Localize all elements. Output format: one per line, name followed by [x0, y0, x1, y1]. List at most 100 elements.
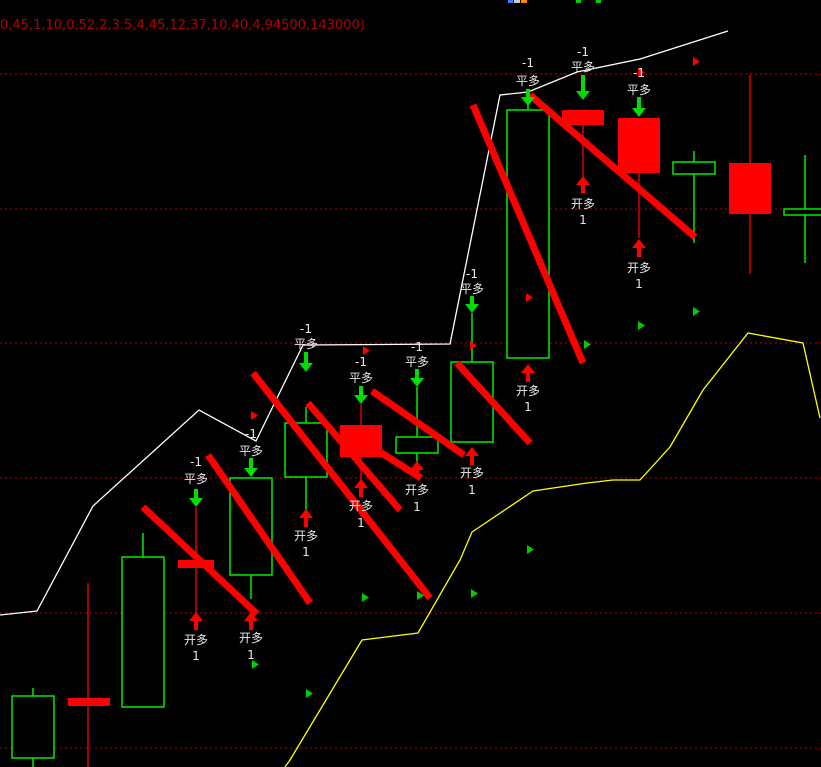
up-candle-body: [672, 161, 716, 175]
red-marker-icon: [363, 346, 370, 355]
open-long-label: 开多: [239, 631, 263, 645]
open-long-count-label: 1: [579, 213, 587, 227]
green-marker-icon: [693, 307, 700, 316]
open-long-arrow-shaft: [415, 469, 419, 478]
down-arrow-icon: [354, 395, 368, 404]
down-candle-bar-body: [68, 698, 110, 706]
down-candle-body: [618, 118, 660, 173]
open-long-count-label: 1: [192, 649, 200, 663]
down-candle-body: [562, 110, 604, 125]
open-long-label: 开多: [627, 261, 651, 275]
trend-segment: [250, 370, 433, 601]
red-marker-icon: [693, 57, 700, 66]
green-marker-icon: [362, 593, 369, 602]
up-arrow-icon: [189, 612, 203, 621]
open-long-count-label: 1: [302, 545, 310, 559]
trend-segment: [454, 360, 533, 446]
down-arrow-icon: [244, 468, 258, 477]
close-long-count-label: -1: [522, 56, 534, 70]
up-candle-body: [284, 422, 328, 478]
open-long-label: 开多: [184, 633, 208, 647]
up-arrow-icon: [244, 612, 258, 621]
open-long-arrow-shaft: [581, 184, 585, 193]
close-long-label: 平多: [571, 60, 595, 74]
green-marker-icon: [417, 591, 424, 600]
red-marker-icon: [470, 341, 477, 350]
up-arrow-icon: [521, 364, 535, 373]
close-long-count-label: -1: [245, 427, 257, 441]
up-candle-body: [121, 556, 165, 708]
close-long-label: 平多: [349, 371, 373, 385]
green-marker-icon: [306, 689, 313, 698]
open-long-label: 开多: [571, 197, 595, 211]
close-long-arrow-shaft: [470, 296, 474, 305]
open-long-count-label: 1: [357, 516, 365, 530]
toolbar-icon-fragment: [576, 0, 581, 3]
open-long-arrow-shaft: [304, 517, 308, 527]
down-arrow-icon: [632, 108, 646, 117]
lower-channel-line: [284, 332, 821, 767]
green-marker-icon: [638, 321, 645, 330]
close-long-label: 平多: [516, 74, 540, 88]
up-arrow-icon: [354, 479, 368, 488]
trend-segment: [305, 400, 403, 513]
up-arrow-icon: [410, 461, 424, 470]
close-long-arrow-shaft: [249, 458, 253, 469]
close-long-label: 平多: [405, 355, 429, 369]
close-long-label: 平多: [184, 472, 208, 486]
up-candle-body: [11, 695, 55, 759]
down-arrow-icon: [521, 97, 535, 106]
close-long-arrow-shaft: [415, 369, 419, 379]
close-long-label: 平多: [239, 444, 263, 458]
open-long-arrow-shaft: [359, 487, 363, 497]
down-candle-body: [729, 163, 771, 214]
down-arrow-icon: [299, 363, 313, 372]
close-long-count-label: -1: [633, 66, 645, 80]
open-long-label: 开多: [405, 483, 429, 497]
open-long-label: 开多: [349, 499, 373, 513]
close-long-count-label: -1: [355, 355, 367, 369]
toolbar-icon-fragment: [521, 0, 527, 3]
close-long-label: 平多: [460, 282, 484, 296]
green-marker-icon: [471, 589, 478, 598]
open-long-label: 开多: [460, 466, 484, 480]
indicator-formula-text: 0,45,1,10,0.52,2,3.5,4,45,12,37,10,40,4,…: [0, 18, 365, 33]
trend-segment: [140, 504, 260, 617]
close-long-count-label: -1: [190, 455, 202, 469]
down-candle-bar-body: [178, 560, 214, 568]
up-arrow-icon: [632, 239, 646, 248]
red-marker-icon: [251, 411, 258, 420]
trend-segment: [205, 453, 313, 605]
close-long-label: 平多: [294, 337, 318, 351]
open-long-count-label: 1: [524, 400, 532, 414]
close-long-count-label: -1: [577, 45, 589, 59]
down-arrow-icon: [576, 91, 590, 100]
close-long-count-label: -1: [411, 340, 423, 354]
close-long-arrow-shaft: [304, 352, 308, 364]
toolbar-icon-fragment: [514, 0, 520, 3]
open-long-count-label: 1: [413, 500, 421, 514]
up-candle-body: [450, 361, 494, 443]
toolbar-icon-fragment: [596, 0, 601, 3]
green-marker-icon: [252, 660, 259, 669]
close-long-count-label: -1: [466, 267, 478, 281]
toolbar-icon-fragment: [508, 0, 513, 3]
close-long-arrow-shaft: [359, 386, 363, 396]
trend-segment: [469, 103, 587, 365]
up-candle-body: [783, 208, 821, 216]
open-long-arrow-shaft: [194, 620, 198, 630]
down-arrow-icon: [410, 378, 424, 387]
open-long-count-label: 1: [635, 277, 643, 291]
close-long-arrow-shaft: [581, 75, 585, 92]
red-marker-icon: [638, 68, 645, 77]
open-long-arrow-shaft: [249, 620, 253, 630]
trend-segment: [527, 92, 698, 240]
green-marker-icon: [584, 340, 591, 349]
up-arrow-icon: [299, 509, 313, 518]
trend-segment: [370, 388, 466, 458]
open-long-arrow-shaft: [470, 455, 474, 465]
open-long-count-label: 1: [468, 483, 476, 497]
trend-segment: [348, 430, 423, 481]
